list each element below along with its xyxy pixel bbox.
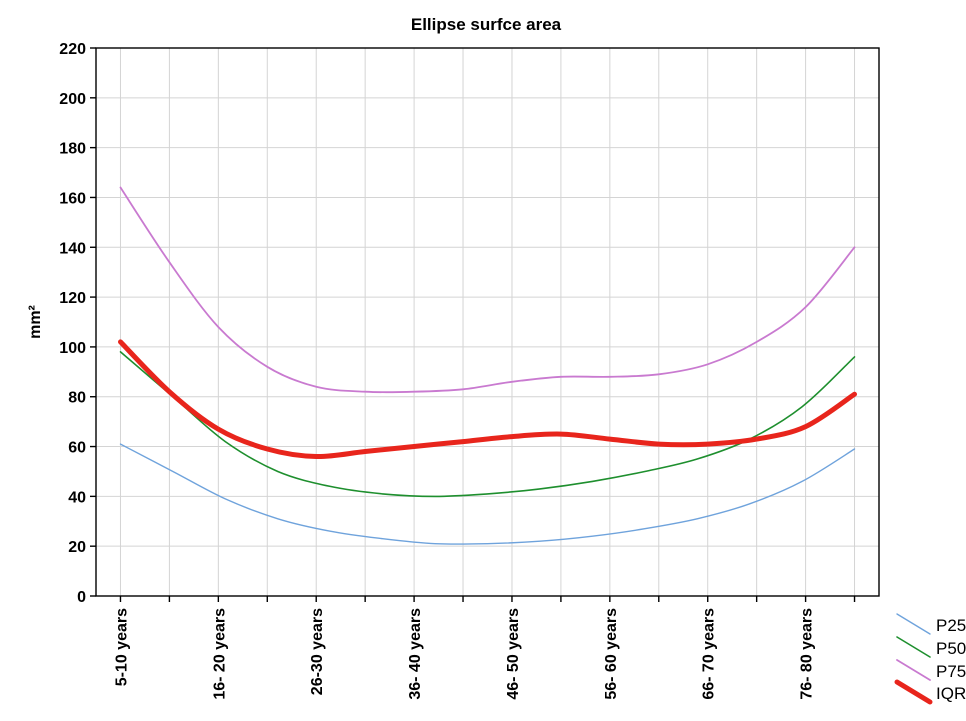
y-tick-label: 100: [59, 340, 86, 357]
series-line-p25: [119, 443, 856, 545]
legend-swatch-p75: [896, 659, 931, 681]
y-tick-label: 120: [59, 290, 86, 307]
legend-label-p25: P25: [936, 616, 966, 635]
series-line-iqr: [118, 339, 857, 460]
legend-swatch-iqr: [894, 679, 933, 705]
chart-title: Ellipse surfce area: [411, 15, 562, 34]
y-tick-label: 20: [68, 539, 86, 556]
x-ticks: 5-10 years 16- 20 years 26-30 years 36- 40 …: [113, 596, 856, 700]
legend: P25 P50 P75 IQR: [894, 613, 966, 705]
y-tick-label: 220: [59, 41, 86, 58]
y-tick-label: 80: [68, 390, 86, 407]
x-tick-label: 56- 60 years: [603, 608, 620, 700]
x-tick-label: 16- 20 years: [211, 608, 228, 700]
y-tick-label: 40: [68, 489, 86, 506]
x-tick-label: 46- 50 years: [505, 608, 522, 700]
series-layer: [118, 186, 857, 545]
y-tick-label: 0: [77, 589, 86, 606]
series-line-p75: [119, 186, 856, 394]
legend-label-p75: P75: [936, 662, 966, 681]
y-ticks: 0 20 40 60 80 100 120 140 160 180 200 220: [59, 41, 96, 606]
series-line-p50: [119, 351, 856, 498]
y-tick-label: 60: [68, 440, 86, 457]
legend-label-p50: P50: [936, 639, 966, 658]
y-axis-label: mm²: [27, 305, 44, 339]
x-tick-label: 5-10 years: [113, 608, 130, 686]
x-tick-label: 26-30 years: [309, 608, 326, 695]
y-tick-label: 180: [59, 141, 86, 158]
x-tick-label: 66- 70 years: [701, 608, 718, 700]
y-tick-label: 140: [59, 240, 86, 257]
plot-border: [95, 47, 880, 597]
legend-label-iqr: IQR: [936, 684, 966, 703]
legend-swatch-p25: [896, 613, 931, 635]
plot-frame: [95, 47, 880, 597]
y-tick-label: 200: [59, 91, 86, 108]
y-tick-label: 160: [59, 190, 86, 207]
x-tick-label: 76- 80 years: [799, 608, 816, 700]
legend-swatch-p50: [896, 636, 931, 658]
x-tick-label: 36- 40 years: [407, 608, 424, 700]
